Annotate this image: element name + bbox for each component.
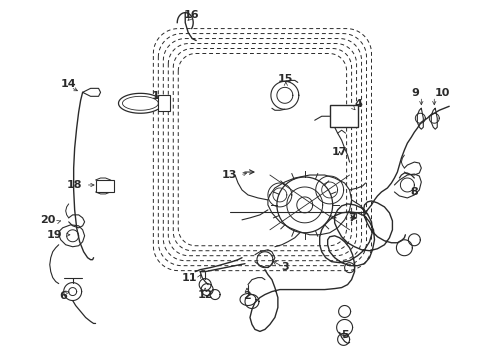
Text: 6: 6 bbox=[59, 291, 66, 301]
Text: 5: 5 bbox=[340, 330, 348, 341]
Text: 18: 18 bbox=[67, 180, 82, 190]
Text: 4: 4 bbox=[354, 99, 362, 109]
Polygon shape bbox=[118, 93, 162, 113]
Text: 10: 10 bbox=[433, 88, 449, 98]
Text: 7: 7 bbox=[348, 213, 356, 223]
Text: 8: 8 bbox=[409, 187, 417, 197]
Bar bbox=[329, 105, 357, 127]
Text: 17: 17 bbox=[331, 147, 346, 157]
Text: 14: 14 bbox=[61, 79, 76, 89]
Text: 13: 13 bbox=[221, 170, 237, 180]
Text: 12: 12 bbox=[197, 289, 212, 300]
Bar bbox=[95, 180, 113, 192]
Text: 15: 15 bbox=[278, 75, 293, 84]
Text: 2: 2 bbox=[243, 291, 250, 301]
Text: 19: 19 bbox=[47, 230, 62, 240]
Text: 20: 20 bbox=[41, 215, 56, 225]
Text: 9: 9 bbox=[410, 88, 419, 98]
Text: 3: 3 bbox=[281, 262, 288, 272]
Text: 11: 11 bbox=[182, 273, 197, 283]
Text: 1: 1 bbox=[151, 91, 159, 101]
Text: 16: 16 bbox=[183, 10, 199, 20]
Bar bbox=[158, 95, 170, 111]
